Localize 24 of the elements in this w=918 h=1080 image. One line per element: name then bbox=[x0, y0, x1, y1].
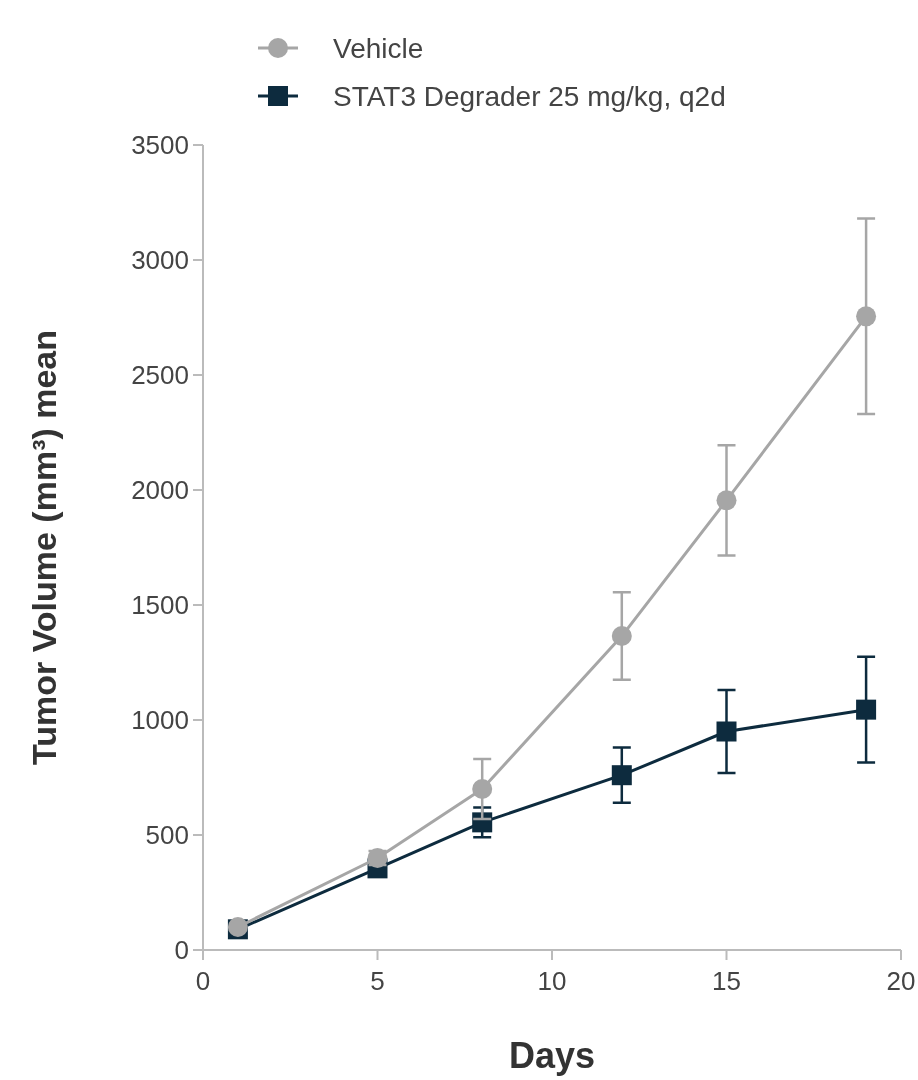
y-tick-label: 0 bbox=[174, 935, 189, 966]
y-tick-label: 500 bbox=[145, 820, 189, 851]
y-tick-label: 1000 bbox=[131, 705, 189, 736]
x-tick-label: 10 bbox=[537, 966, 567, 996]
y-tick-label: 1500 bbox=[131, 590, 189, 621]
legend-label: Vehicle bbox=[333, 32, 424, 64]
point bbox=[611, 626, 632, 647]
point bbox=[716, 721, 737, 742]
x-tick-label: 5 bbox=[370, 966, 385, 996]
x-tick-label: 0 bbox=[195, 966, 211, 996]
point bbox=[716, 490, 737, 511]
y-axis-title: Tumor Volume (mm³) mean bbox=[25, 329, 63, 766]
x-axis-title: Days bbox=[508, 1035, 596, 1076]
y-tick-label: 3000 bbox=[131, 245, 189, 276]
point bbox=[472, 779, 493, 799]
y-tick-label: 2000 bbox=[131, 475, 189, 506]
x-tick-label: 20 bbox=[886, 966, 916, 996]
legend-label: STAT3 Degrader 25 mg/kg, q2d bbox=[333, 80, 726, 112]
point bbox=[611, 765, 632, 786]
y-tick-label: 2500 bbox=[131, 360, 189, 391]
x-tick-label: 15 bbox=[712, 966, 741, 996]
point bbox=[856, 306, 877, 327]
point bbox=[856, 699, 877, 720]
y-tick-label: 3500 bbox=[131, 130, 189, 161]
